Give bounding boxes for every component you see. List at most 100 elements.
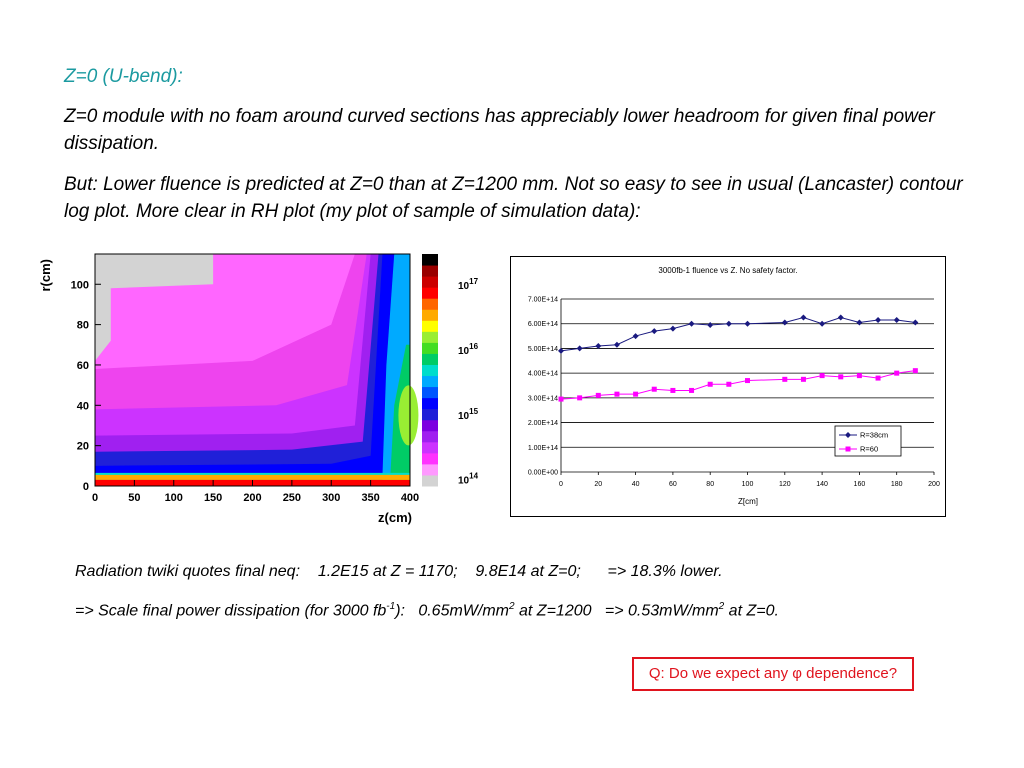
data-point bbox=[558, 396, 564, 402]
colorbar-label-exponent: 16 bbox=[469, 342, 478, 351]
colorbar-cell bbox=[422, 342, 438, 354]
phi-symbol: φ bbox=[792, 665, 803, 682]
note1-result: => 18.3% lower. bbox=[607, 563, 723, 580]
data-point bbox=[614, 391, 620, 397]
colorbar-label-exponent: 17 bbox=[469, 277, 478, 286]
legend-marker bbox=[845, 432, 851, 438]
y-tick-label: 6.00E+14 bbox=[528, 321, 558, 328]
colorbar-label: 1015 bbox=[458, 407, 479, 422]
data-point bbox=[689, 387, 695, 393]
data-point bbox=[632, 333, 639, 340]
y-tick-label: 0.00E+00 bbox=[528, 470, 558, 477]
colorbar-cell bbox=[422, 298, 438, 310]
x-tick-label: 50 bbox=[128, 492, 140, 504]
x-tick-label: 160 bbox=[854, 481, 866, 488]
colorbar-cell bbox=[422, 452, 438, 465]
x-tick-label: 80 bbox=[706, 481, 714, 488]
data-point bbox=[782, 376, 788, 382]
data-point bbox=[838, 374, 844, 380]
x-tick-label: 200 bbox=[243, 492, 261, 504]
x-tick-label: 150 bbox=[204, 492, 222, 504]
note2-sup-inverse: -1 bbox=[386, 601, 396, 612]
colorbar-label: 1017 bbox=[458, 277, 479, 292]
heat-cell bbox=[95, 472, 410, 475]
data-point bbox=[875, 375, 881, 381]
colorbar-cell bbox=[422, 287, 438, 299]
y-tick-label: 7.00E+14 bbox=[528, 297, 558, 304]
data-point bbox=[745, 378, 750, 384]
x-tick-label: 140 bbox=[816, 481, 828, 488]
y-tick-label: 60 bbox=[77, 360, 89, 372]
x-tick-label: 250 bbox=[283, 492, 301, 504]
chart-legend: R=38cm R=60 bbox=[834, 425, 902, 457]
line-chart-grid: 0.00E+00 1.00E+14 2.00E+14 3.00E+14 4.00E+14… bbox=[528, 297, 940, 489]
data-point bbox=[744, 320, 751, 327]
x-tick-label: 120 bbox=[779, 481, 791, 488]
y-tick-label: 80 bbox=[77, 320, 89, 332]
heatmap-axes: 0 50 100 150 200 250 300 350 400 0 20 40 60 80 100 z(cm… bbox=[38, 253, 419, 525]
paragraph-headroom: Z=0 module with no foam around curved se… bbox=[64, 106, 935, 154]
note1-value-z1170: 1.2E15 at Z = 1170; bbox=[317, 563, 458, 580]
radiation-twiki-note: Radiation twiki quotes final neq: 1.2E15… bbox=[75, 562, 723, 582]
data-point bbox=[707, 321, 714, 328]
note1-prefix: Radiation twiki quotes final neq: bbox=[75, 563, 301, 580]
colorbar-label-exponent: 14 bbox=[469, 472, 478, 481]
question-box: Q: Do we expect any φ dependence? bbox=[632, 657, 914, 691]
data-point bbox=[651, 328, 658, 335]
heat-cell bbox=[95, 254, 410, 486]
y-tick-label: 2.00E+14 bbox=[528, 420, 558, 427]
paragraph-fluence: But: Lower fluence is predicted at Z=0 t… bbox=[64, 174, 963, 222]
note2-text-a: => Scale final power dissipation (for 30… bbox=[75, 602, 387, 620]
x-tick-label: 400 bbox=[401, 492, 419, 504]
question-suffix: dependence? bbox=[802, 665, 898, 682]
colorbar-label-exponent: 15 bbox=[469, 407, 478, 416]
x-tick-label: 0 bbox=[559, 481, 563, 488]
colorbar-label: 1016 bbox=[458, 342, 479, 357]
y-tick-label: 100 bbox=[71, 279, 89, 291]
data-point bbox=[688, 320, 695, 327]
x-tick-label: 300 bbox=[322, 492, 340, 504]
data-point bbox=[781, 319, 788, 326]
legend-label: R=60 bbox=[860, 445, 878, 454]
x-axis-label: z(cm) bbox=[378, 510, 412, 525]
legend-label: R=38cm bbox=[860, 431, 888, 440]
x-tick-label: 180 bbox=[891, 481, 903, 488]
line-chart-svg: 3000fb-1 fluence vs Z. No safety factor.… bbox=[510, 256, 946, 517]
data-point bbox=[651, 386, 657, 392]
y-tick-label: 5.00E+14 bbox=[528, 346, 558, 353]
colorbar-cell bbox=[422, 265, 438, 277]
data-point bbox=[558, 347, 564, 354]
data-point bbox=[800, 314, 807, 321]
data-point bbox=[856, 319, 863, 326]
x-tick-label: 350 bbox=[361, 492, 379, 504]
data-point bbox=[894, 370, 900, 376]
colorbar-cell bbox=[422, 430, 438, 443]
colorbar-label: 1014 bbox=[458, 472, 479, 487]
data-point bbox=[893, 317, 900, 324]
y-tick-label: 3.00E+14 bbox=[528, 395, 558, 402]
note2-sup-squared-2: 2 bbox=[718, 601, 725, 612]
data-point bbox=[613, 341, 620, 348]
data-point bbox=[856, 373, 862, 379]
colorbar-cell bbox=[422, 463, 438, 476]
chart-title: 3000fb-1 fluence vs Z. No safety factor. bbox=[658, 266, 797, 275]
data-point bbox=[595, 342, 602, 349]
slide-heading: Z=0 (U-bend): bbox=[64, 66, 183, 87]
colorbar-cell bbox=[422, 408, 438, 421]
colorbar-cell bbox=[422, 353, 438, 365]
colorbar-cell bbox=[422, 331, 438, 343]
fluence-contour-plot: 0 50 100 150 200 250 300 350 400 0 20 40 60 80 100 z(cm… bbox=[34, 247, 494, 532]
power-scaling-note: => Scale final power dissipation (for 30… bbox=[75, 597, 779, 621]
colorbar-cell bbox=[422, 441, 438, 454]
note1-value-z0: 9.8E14 at Z=0; bbox=[475, 563, 581, 580]
data-point bbox=[725, 320, 732, 327]
heatmap-regions bbox=[95, 254, 419, 486]
data-point bbox=[577, 395, 583, 401]
colorbar-cell bbox=[422, 364, 438, 377]
colorbar-cell bbox=[422, 375, 438, 388]
data-point bbox=[595, 392, 601, 398]
x-tick-label: 0 bbox=[92, 492, 98, 504]
heat-cell bbox=[95, 473, 410, 480]
x-tick-label: 200 bbox=[928, 481, 940, 488]
data-point bbox=[633, 391, 639, 397]
